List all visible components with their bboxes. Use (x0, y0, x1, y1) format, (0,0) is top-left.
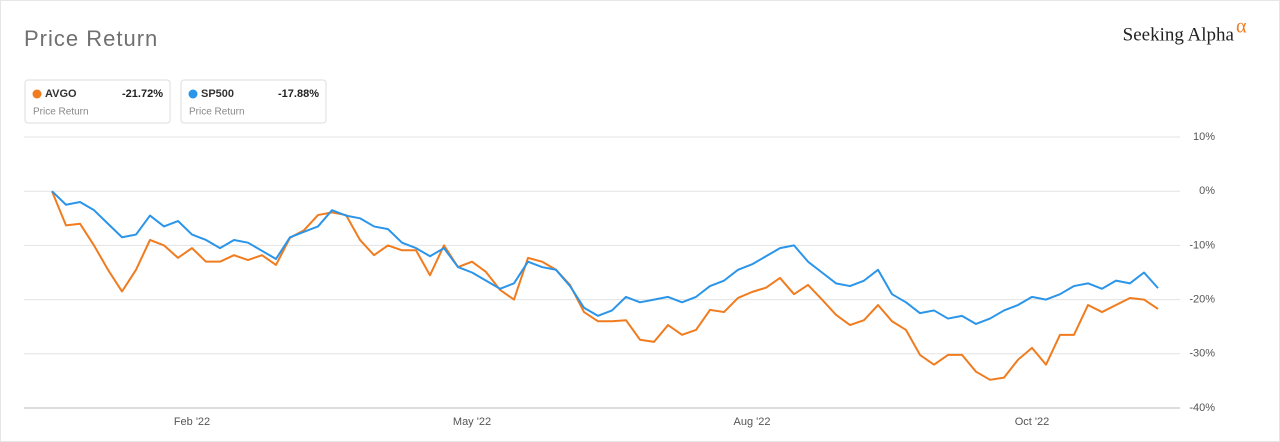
y-tick-label: -40% (1189, 402, 1215, 414)
legend-subtitle: Price Return (33, 107, 89, 118)
legend-name: AVGO (45, 88, 77, 100)
legend-box (180, 79, 327, 124)
legend-name: SP500 (201, 88, 234, 100)
legend-dot (188, 89, 198, 99)
legend-subtitle: Price Return (189, 107, 245, 118)
y-tick-label: 10% (1193, 131, 1215, 143)
legend-change: -21.72% (122, 88, 163, 100)
brand: Seeking Alpha (1123, 24, 1235, 45)
brand-mark: α (1236, 16, 1247, 38)
y-tick-label: 0% (1199, 185, 1215, 197)
legend-change: -17.88% (278, 88, 319, 100)
x-tick-label: May '22 (453, 416, 491, 428)
series-line (51, 190, 1159, 325)
y-tick-label: -20% (1189, 294, 1215, 306)
x-tick-label: Feb '22 (174, 416, 210, 428)
x-tick-label: Oct '22 (1015, 416, 1050, 428)
y-tick-label: -10% (1189, 239, 1215, 251)
legend-box (24, 79, 171, 124)
series-line (51, 190, 1159, 381)
y-tick-label: -30% (1189, 348, 1215, 360)
legend-dot (32, 89, 42, 99)
x-tick-label: Aug '22 (734, 416, 771, 428)
chart-title: Price Return (24, 26, 158, 51)
